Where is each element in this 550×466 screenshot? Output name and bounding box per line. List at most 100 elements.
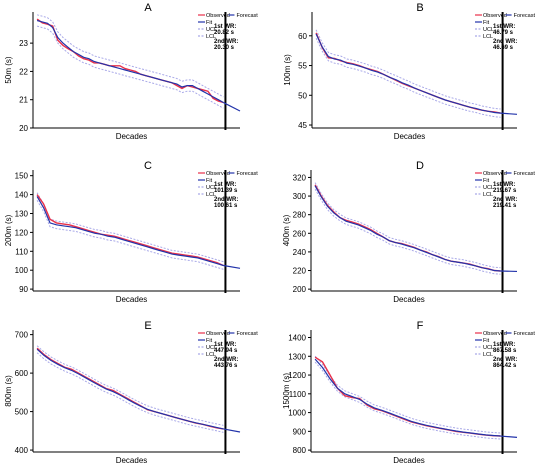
panel-d: D 200 220 240 260 280 300 320 400m (s) Decades Obs…	[282, 160, 535, 304]
y-axis-label: 100m (s)	[283, 54, 292, 86]
y-tick-label: 700	[15, 331, 29, 340]
y-axis-label: 50m (s)	[4, 56, 13, 83]
x-axis-label: Decades	[116, 456, 148, 465]
forecast-line	[223, 102, 241, 112]
legend-entry: LCL	[483, 352, 493, 358]
y-tick-label: 60	[298, 32, 307, 41]
x-axis-label: Decades	[394, 132, 426, 141]
ucl-line	[315, 29, 501, 110]
y-tick-label: 240	[293, 248, 307, 257]
fit-line	[36, 196, 224, 267]
ucl-line	[36, 14, 224, 98]
wr2-value: 864.42 s	[493, 363, 517, 369]
lcl-line	[314, 361, 501, 440]
panel-f: F 800 900 1000 1100 1200 1300 1400 1500m (s) Deca…	[282, 320, 535, 465]
panel-e: E 400 500 600 700 800m (s) Decades ObservedFitU…	[4, 320, 258, 465]
wr2-value: 46.69 s	[493, 45, 514, 51]
y-tick-label: 1400	[288, 334, 306, 343]
x-axis-label: Decades	[393, 456, 425, 465]
legend-entry: LCL	[483, 34, 493, 40]
wr1-label: 1st WR:	[214, 342, 236, 348]
forecast-line	[223, 264, 241, 269]
lcl-line	[36, 200, 224, 270]
y-tick-label: 130	[15, 209, 29, 218]
legend-entry: Fit	[206, 338, 213, 344]
ucl-line	[314, 182, 501, 269]
legend-entry: Fit	[206, 20, 213, 26]
wr2-label: 2nd WR:	[214, 357, 238, 363]
panel-label: C	[144, 160, 152, 172]
fit-line	[314, 358, 501, 437]
legend-entry-forecast: Forecast	[514, 13, 536, 19]
y-tick-label: 110	[15, 247, 28, 256]
panel-b: B 45 50 55 60 100m (s) Decades ObservedFitUCLLC…	[283, 2, 535, 141]
legend-entry: Fit	[483, 20, 490, 26]
fit-line	[36, 19, 224, 104]
legend-entry-forecast: Forecast	[236, 331, 258, 337]
x-axis-label: Decades	[393, 295, 425, 304]
legend-entry: UCL	[483, 345, 494, 351]
x-axis-label: Decades	[116, 295, 148, 304]
legend-entry-forecast: Forecast	[236, 13, 258, 19]
y-tick-label: 800	[293, 446, 307, 455]
wr2-label: 2nd WR:	[493, 357, 517, 363]
legend-entry: Fit	[483, 338, 490, 344]
ucl-line	[314, 355, 501, 434]
lcl-line	[36, 352, 224, 433]
y-tick-label: 21	[19, 96, 28, 105]
wr1-value: 867.58 s	[493, 348, 517, 354]
y-tick-label: 50	[298, 91, 307, 100]
wr2-label: 2nd WR:	[214, 197, 238, 203]
lcl-line	[315, 37, 501, 118]
y-axis-label: 400m (s)	[282, 214, 291, 246]
wr1-value: 219.67 s	[493, 188, 517, 194]
panel-label: E	[144, 320, 151, 332]
legend-entry: Observed	[206, 13, 230, 19]
legend-entry: LCL	[483, 192, 493, 198]
y-tick-label: 200	[293, 285, 307, 294]
legend-entry: UCL	[206, 345, 217, 351]
wr2-value: 100.61 s	[214, 203, 238, 209]
y-tick-label: 23	[19, 39, 28, 48]
y-tick-label: 260	[293, 229, 307, 238]
legend-entry: UCL	[206, 27, 217, 33]
observed-line	[36, 18, 224, 104]
forecast-line	[500, 112, 518, 115]
wr1-value: 101.39 s	[214, 188, 238, 194]
wr1-label: 1st WR:	[493, 24, 515, 30]
fit-line	[315, 33, 501, 114]
lcl-line	[314, 188, 501, 275]
y-tick-label: 22	[19, 67, 28, 76]
y-tick-label: 1300	[288, 352, 306, 361]
wr2-label: 2nd WR:	[493, 197, 517, 203]
legend-entry: Observed	[483, 331, 507, 337]
lcl-line	[36, 25, 224, 109]
y-tick-label: 300	[293, 192, 307, 201]
y-axis-label: 800m (s)	[4, 375, 13, 407]
legend-entry: LCL	[206, 34, 216, 40]
legend-entry: LCL	[206, 352, 216, 358]
observed-line	[314, 184, 501, 272]
legend-entry: Observed	[483, 13, 507, 19]
fit-line	[36, 348, 224, 430]
observed-line	[315, 32, 501, 114]
wr1-label: 1st WR:	[214, 182, 236, 188]
panel-label: A	[144, 2, 152, 14]
panel-label: F	[417, 320, 424, 332]
y-tick-label: 140	[15, 191, 29, 200]
y-tick-label: 1200	[288, 371, 306, 380]
legend-entry: Observed	[483, 171, 507, 177]
panel-a: A 20 21 22 23 50m (s) Decades ObservedFitUCLLCL…	[4, 2, 258, 141]
wr1-value: 447.94 s	[214, 348, 238, 354]
y-tick-label: 320	[293, 173, 307, 182]
legend-entry-forecast: Forecast	[514, 171, 536, 177]
wr2-label: 2nd WR:	[493, 39, 517, 45]
y-tick-label: 55	[298, 62, 307, 71]
wr1-label: 1st WR:	[214, 24, 236, 30]
y-axis-label: 200m (s)	[4, 214, 13, 246]
legend-entry-forecast: Forecast	[236, 171, 258, 177]
wr2-label: 2nd WR:	[214, 39, 238, 45]
legend-entry: UCL	[483, 27, 494, 33]
legend-entry: Fit	[206, 178, 213, 184]
